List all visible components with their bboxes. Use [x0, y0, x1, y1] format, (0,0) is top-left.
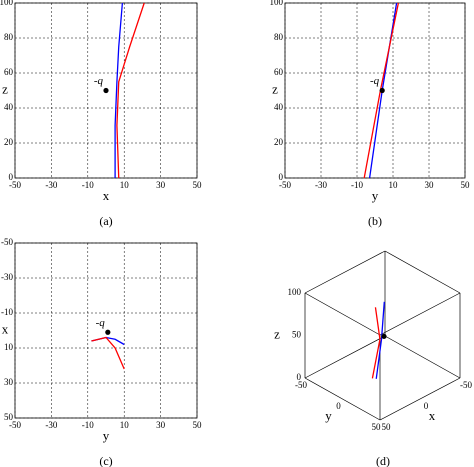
curve: [91, 336, 125, 370]
x-axis-label: y: [372, 188, 379, 203]
cube-edge: [304, 377, 381, 421]
curve: [116, 2, 145, 179]
y-tick-label: 0: [9, 172, 14, 182]
y-tick-label: 30: [4, 377, 14, 387]
y-tick-label: 100: [270, 0, 284, 7]
cube-edge: [384, 250, 461, 294]
caption: (b): [368, 214, 382, 228]
x-tick-label: 10: [120, 420, 130, 430]
x-tick-label: 30: [156, 180, 166, 190]
charge-point: [103, 87, 109, 94]
x-tick-label: -10: [351, 180, 363, 190]
x-tick-label: 50: [461, 180, 471, 190]
x-tick-label: -30: [315, 180, 327, 190]
y-axis-label: x: [2, 321, 9, 336]
cube-edge: [304, 335, 386, 379]
z-tick-label: 100: [288, 287, 302, 297]
charge-label: -q: [96, 317, 106, 329]
x-tick-label: 50: [193, 180, 203, 190]
y-tick-label: -30: [1, 272, 13, 282]
curve: [114, 2, 124, 178]
curve: [375, 301, 385, 379]
cube-edge: [304, 250, 386, 294]
cube-edge: [379, 292, 461, 336]
plot-frame: [14, 2, 198, 179]
x-tick-label: 50: [382, 422, 392, 432]
y-tick-label: 60: [274, 67, 284, 77]
y-tick-label: 80: [274, 32, 284, 42]
x-tick-label: -50: [279, 180, 291, 190]
charge-point: [381, 333, 387, 339]
y-tick-label: 40: [274, 102, 284, 112]
y-axis-label: z: [272, 81, 278, 96]
charge-label: -q: [370, 75, 380, 87]
y-axis-label: y: [325, 408, 332, 423]
curve: [91, 336, 125, 346]
x-tick-label: -30: [45, 420, 57, 430]
curve: [371, 307, 381, 379]
y-tick-label: 50: [4, 412, 14, 422]
x-tick-label: 30: [425, 180, 435, 190]
plot-frame: [14, 242, 198, 419]
y-tick-label: 60: [4, 67, 14, 77]
y-tick-label: 20: [4, 137, 14, 147]
y-tick-label: 50: [372, 422, 382, 432]
z-tick-label: 0: [297, 372, 302, 382]
cube-edge: [304, 292, 381, 336]
x-tick-label: 50: [193, 420, 203, 430]
z-tick-label: 50: [292, 330, 302, 340]
x-axis-label: y: [103, 428, 110, 443]
x-tick-label: 10: [120, 180, 130, 190]
y-tick-label: -50: [295, 380, 307, 390]
y-tick-label: 0: [279, 172, 284, 182]
caption: (c): [99, 454, 112, 467]
caption: (d): [376, 454, 390, 467]
x-tick-label: -10: [82, 180, 94, 190]
x-tick-label: -30: [45, 180, 57, 190]
x-axis-label: x: [103, 188, 110, 203]
y-tick-label: 10: [4, 342, 14, 352]
y-tick-label: 0: [336, 401, 341, 411]
x-tick-label: 10: [389, 180, 399, 190]
y-tick-label: 20: [274, 137, 284, 147]
charge-label: -q: [94, 75, 104, 87]
y-tick-label: -50: [1, 237, 13, 247]
x-tick-label: -50: [9, 180, 21, 190]
x-tick-label: -50: [460, 380, 472, 390]
x-tick-label: -10: [82, 420, 94, 430]
cube-edge: [384, 335, 461, 379]
plot-frame: [284, 2, 466, 179]
z-axis-label: z: [274, 326, 280, 341]
charge-point: [105, 329, 111, 335]
y-tick-label: -10: [1, 307, 13, 317]
x-tick-label: 30: [156, 420, 166, 430]
x-tick-label: 0: [424, 401, 429, 411]
y-axis-label: z: [2, 81, 8, 96]
caption: (a): [99, 214, 112, 228]
x-tick-label: -50: [9, 420, 21, 430]
y-tick-label: 40: [4, 102, 14, 112]
y-tick-label: 80: [4, 32, 14, 42]
x-axis-label: x: [429, 408, 436, 423]
cube-edge: [379, 377, 461, 421]
charge-point: [379, 87, 385, 94]
y-tick-label: 100: [0, 0, 14, 7]
